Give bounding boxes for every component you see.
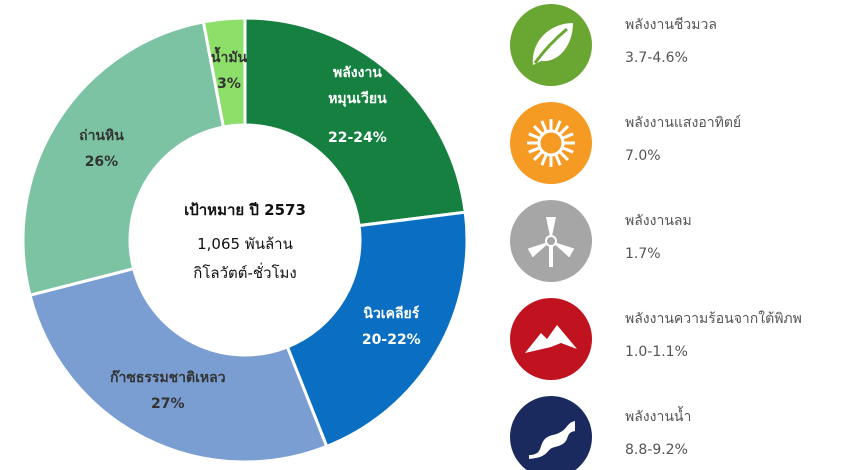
donut-segment — [201, 16, 247, 129]
legend-icon — [510, 4, 592, 86]
legend-icon — [510, 102, 592, 184]
sun-ray — [554, 120, 562, 133]
turbine-pole — [549, 241, 553, 267]
legend-value: 7.0% — [625, 148, 661, 164]
sun-ray — [554, 153, 562, 166]
donut-segment — [28, 266, 329, 464]
legend-value: 8.8-9.2% — [625, 442, 688, 458]
donut-segment — [243, 16, 467, 228]
sun-ray — [528, 132, 541, 140]
segment-value: 20-22% — [361, 331, 421, 348]
legend-name: พลังงานชีวมวล — [625, 17, 717, 33]
legend-name: พลังงานน้ำ — [625, 409, 692, 425]
sun-ray — [558, 124, 570, 136]
sun-ray — [540, 153, 548, 166]
mountain-icon — [525, 325, 577, 353]
turbine-hub — [545, 235, 557, 247]
segment-value: 22-24% — [328, 130, 387, 147]
segment-label: ก๊าซธรรมชาติเหลว — [110, 370, 226, 387]
sun-ray — [528, 146, 541, 154]
legend-name: พลังงานความร้อนจากใต้พิภพ — [625, 311, 802, 327]
center-title: เป้าหมาย ปี 2573 — [184, 201, 306, 219]
segment-value: 27% — [151, 396, 185, 413]
leaf-vein — [533, 27, 568, 64]
legend-value: 1.7% — [625, 246, 661, 262]
segment-label: นิวเคลียร์ — [363, 305, 420, 322]
legend-icon — [510, 200, 592, 282]
center-subtitle: 1,065 พันล้าน กิโลวัตต์-ชั่วโมง — [193, 235, 297, 282]
legend-name: พลังงานแสงอาทิตย์ — [625, 115, 742, 131]
sun-ray — [561, 146, 574, 154]
turbine-blade — [546, 217, 556, 241]
segment-label: น้ำมัน — [210, 49, 248, 66]
sun-ray — [558, 150, 570, 162]
segment-label: ถ่านหิน — [79, 127, 124, 144]
legend-icon — [510, 298, 592, 380]
sun-ray — [540, 120, 548, 133]
sun-ray — [561, 132, 574, 140]
donut-segment — [21, 20, 226, 298]
donut-segment — [285, 210, 469, 449]
segment-value: 26% — [84, 153, 119, 170]
segment-value: 3% — [217, 75, 241, 92]
river-icon — [529, 421, 575, 459]
legend-name: พลังงานลม — [625, 213, 692, 229]
sun-core — [537, 129, 565, 157]
legend-value: 3.7-4.6% — [625, 50, 688, 66]
legend-value: 1.0-1.1% — [625, 344, 688, 360]
icon-circle — [510, 102, 592, 184]
turbine-blade — [551, 241, 575, 258]
segment-label: พลังงาน หมุนเวียน — [328, 65, 387, 108]
icon-circle — [510, 396, 592, 470]
sun-ray — [532, 124, 544, 136]
legend-icon — [510, 396, 592, 470]
turbine-blade — [527, 241, 551, 258]
sun-ray — [532, 150, 544, 162]
